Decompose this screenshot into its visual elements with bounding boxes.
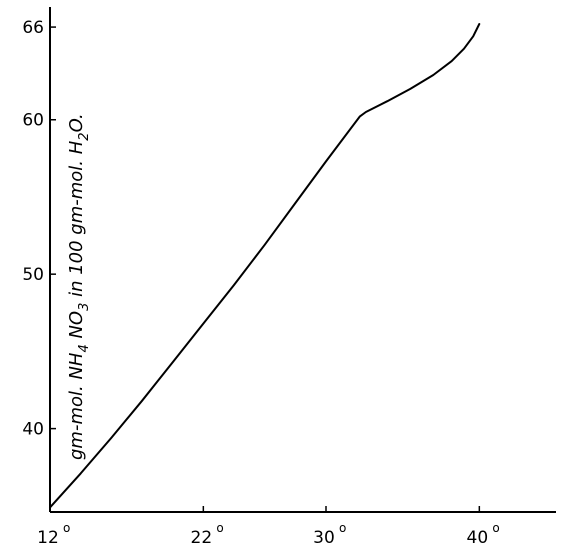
y-tick-label: 50 [22, 265, 44, 285]
x-tick-label: 22 [191, 528, 213, 548]
series-layer [49, 23, 481, 509]
x-tick-label: 12 [37, 528, 59, 548]
y-tick-label: 40 [22, 420, 44, 440]
x-tick-degree: o [339, 521, 346, 535]
x-tick-degree: o [63, 521, 70, 535]
y-axis-label: gm-mol. NH4 NO3 in 100 gm-mol. H2O. [66, 113, 92, 460]
axes [49, 7, 556, 513]
y-tick-label: 66 [22, 18, 44, 38]
x-tick-label: 30 [313, 528, 335, 548]
y-tick-label: 60 [22, 111, 44, 131]
solubility-curve [49, 23, 481, 509]
x-tick-degree: o [492, 521, 499, 535]
x-tick-degree: o [216, 521, 223, 535]
x-tick-label: 40 [467, 528, 489, 548]
